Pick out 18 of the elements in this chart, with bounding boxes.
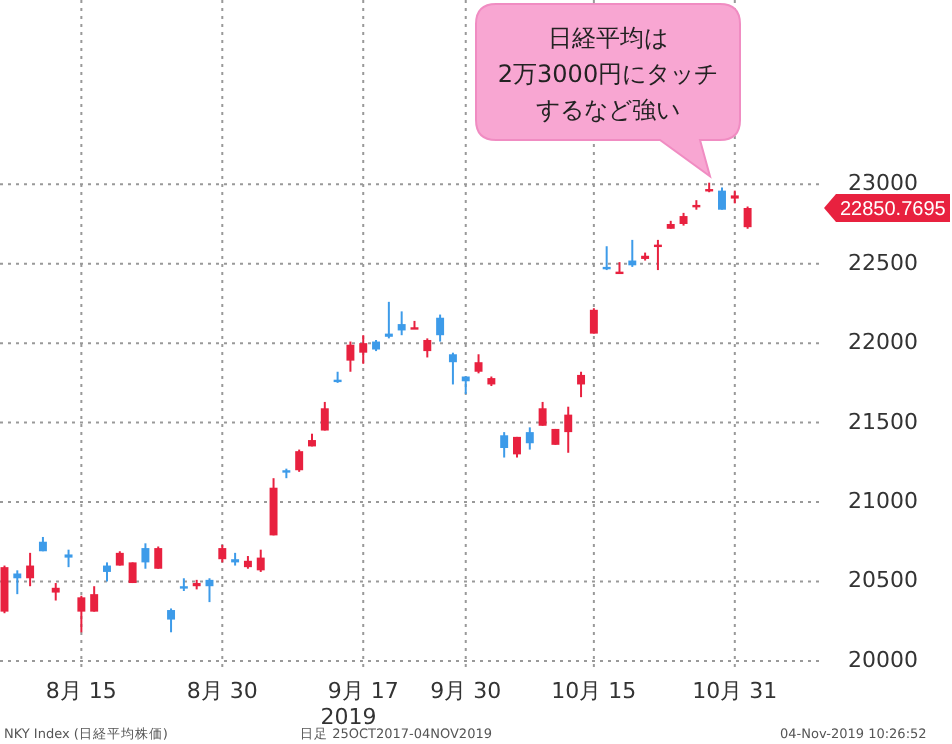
x-tick-label: 10月 15 (551, 678, 637, 704)
text: 22850.7695 (840, 198, 947, 221)
y-tick-label: 22500 (848, 249, 918, 276)
y-tick-label: 21000 (848, 488, 918, 515)
annotation: するなど強い (536, 96, 680, 124)
y-tick-label: 20500 (848, 567, 918, 594)
y-tick-label: 23000 (848, 170, 918, 197)
annotation: 日経平均は (548, 24, 668, 52)
x-tick-label: 8月 15 (45, 678, 117, 704)
text: 2019 (320, 704, 377, 730)
x-tick-label: 10月 31 (692, 678, 778, 704)
annotation: 2万3000円にタッチ (497, 60, 719, 88)
x-tick-label: 9月 17 (327, 678, 399, 704)
y-tick-label: 21500 (848, 408, 918, 435)
x-tick-label: 8月 30 (186, 678, 258, 704)
x-tick-label: 9月 30 (430, 678, 502, 704)
y-tick-label: 20000 (848, 646, 918, 673)
y-tick-label: 22000 (848, 329, 918, 356)
